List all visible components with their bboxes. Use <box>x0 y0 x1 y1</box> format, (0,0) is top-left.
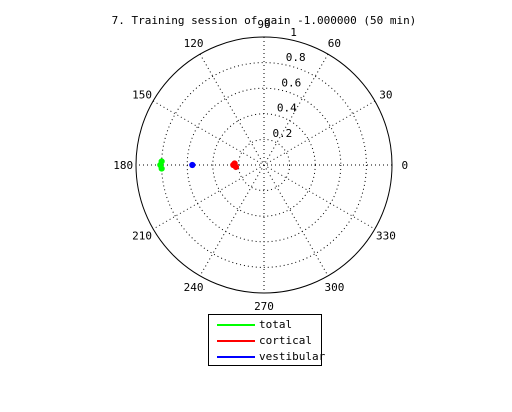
legend-swatch-total <box>217 324 255 326</box>
ring-3 <box>161 62 367 268</box>
r-tick-label-1: 0.4 <box>277 102 297 115</box>
r-tick-label-0: 0.2 <box>272 127 292 140</box>
legend-label-total: total <box>259 318 293 331</box>
ring-2 <box>186 87 342 243</box>
r-tick-label-3: 0.8 <box>286 51 306 64</box>
legend-entry-cortical: cortical <box>209 333 321 349</box>
ring-0 <box>237 138 291 192</box>
theta-tick-label-180: 180 <box>113 159 133 172</box>
point-total-2 <box>158 165 165 172</box>
ring-1 <box>212 113 316 217</box>
legend-label-vestibular: vestibular <box>259 350 326 363</box>
polar-grid <box>135 36 393 294</box>
point-cortical-2 <box>232 163 240 171</box>
legend-entry-total: total <box>209 317 321 333</box>
spoke-150 <box>152 100 376 230</box>
data-markers <box>157 158 240 172</box>
chart-title: 7. Training session of gain -1.000000 (5… <box>112 14 417 27</box>
point-total-1 <box>158 158 165 165</box>
r-tick-label-4: 1 <box>290 26 297 39</box>
theta-tick-label-30: 30 <box>379 89 392 102</box>
angular-tick-labels: 0 30 60 90 120 150 180 210 240 270 300 330 <box>113 18 408 313</box>
theta-tick-label-240: 240 <box>184 281 204 294</box>
theta-tick-label-0: 0 <box>401 159 408 172</box>
outer-ring <box>135 36 393 294</box>
theta-tick-label-60: 60 <box>328 37 341 50</box>
theta-tick-label-150: 150 <box>132 89 152 102</box>
theta-tick-label-300: 300 <box>324 281 344 294</box>
theta-tick-label-120: 120 <box>184 37 204 50</box>
point-vestibular-0 <box>189 161 196 169</box>
legend-entry-vestibular: vestibular <box>209 349 325 365</box>
theta-tick-label-90: 90 <box>257 18 270 31</box>
legend-swatch-cortical <box>217 340 255 342</box>
radial-tick-labels: 0.2 0.4 0.6 0.8 1 <box>272 26 305 140</box>
theta-tick-label-210: 210 <box>132 229 152 242</box>
r-tick-label-2: 0.6 <box>281 76 301 89</box>
theta-tick-label-330: 330 <box>376 229 396 242</box>
theta-tick-label-270: 270 <box>254 300 274 313</box>
legend: total cortical vestibular <box>208 314 325 366</box>
legend-label-cortical: cortical <box>259 334 312 347</box>
legend-swatch-vestibular <box>217 356 255 358</box>
